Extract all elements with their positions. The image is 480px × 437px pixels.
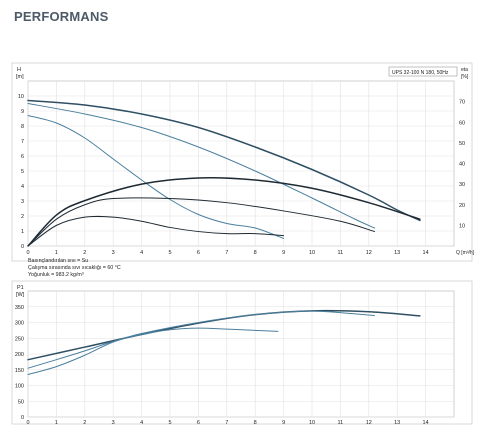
head-curve-1 — [27, 99, 421, 222]
y-tick-label: 4 — [21, 184, 24, 190]
x-tick-label: 3 — [112, 250, 115, 256]
y-tick-label: 350 — [15, 305, 24, 311]
y-tick-label: 100 — [15, 384, 24, 390]
y2-tick-label: 70 — [459, 100, 465, 106]
x-tick-label: 7 — [225, 420, 228, 426]
head-curve-2 — [27, 103, 375, 229]
x-tick-label: 1 — [55, 250, 58, 256]
x-tick-label: 4 — [140, 420, 143, 426]
y-tick-label: 3 — [21, 199, 24, 205]
x-tick-label: 13 — [394, 250, 400, 256]
x-tick-label: 14 — [423, 420, 429, 426]
y-axis-label: H — [17, 67, 21, 73]
power-axis-unit: [W] — [16, 292, 25, 298]
note-line-3: Yoğunluk = 983.2 kg/m³ — [28, 272, 84, 278]
x-tick-label: 3 — [112, 420, 115, 426]
x-tick-label: 0 — [26, 420, 29, 426]
x-tick-label: 12 — [366, 250, 372, 256]
x-tick-label: 7 — [225, 250, 228, 256]
y-tick-label: 250 — [15, 336, 24, 342]
x-tick-label: 9 — [282, 250, 285, 256]
x-tick-label: 6 — [197, 250, 200, 256]
y2-tick-label: 50 — [459, 141, 465, 147]
lower-chart-frame — [11, 280, 473, 425]
y2-axis-label: eta — [461, 67, 468, 73]
y-axis-unit: [m] — [16, 74, 24, 80]
page-title: PERFORMANS — [14, 9, 109, 24]
y2-tick-label: 30 — [459, 182, 465, 188]
x-tick-label: 0 — [26, 250, 29, 256]
y-tick-label: 2 — [21, 214, 24, 220]
y-tick-label: 9 — [21, 109, 24, 115]
model-label-box: UPS 32-100 N 180, 50Hz — [388, 66, 458, 77]
x-tick-label: 2 — [83, 250, 86, 256]
x-tick-label: 8 — [254, 250, 257, 256]
y-tick-label: 7 — [21, 139, 24, 145]
y2-tick-label: 60 — [459, 120, 465, 126]
y-tick-label: 8 — [21, 124, 24, 130]
y-tick-label: 0 — [21, 415, 24, 421]
x-tick-label: 4 — [140, 250, 143, 256]
note-line-1: Basınçlandırılan sıvı = Su — [28, 258, 88, 264]
power-curve-2 — [27, 310, 375, 369]
y-tick-label: 6 — [21, 154, 24, 160]
y-tick-label: 10 — [18, 94, 24, 100]
note-line-2: Çalışma sırasında sıvı sıcaklığı = 60 °C — [28, 265, 121, 271]
x-tick-label: 8 — [254, 420, 257, 426]
x-tick-label: 2 — [83, 420, 86, 426]
efficiency-curve-4 — [27, 176, 421, 247]
x-tick-label: 10 — [309, 420, 315, 426]
y-tick-label: 200 — [15, 352, 24, 358]
y-tick-label: 5 — [21, 169, 24, 175]
model-label: UPS 32-100 N 180, 50Hz — [392, 70, 449, 76]
y2-axis-unit: [%] — [461, 74, 469, 80]
y-tick-label: 300 — [15, 321, 24, 327]
y2-tick-label: 20 — [459, 203, 465, 209]
x-tick-label: 6 — [197, 420, 200, 426]
x-tick-label: 14 — [423, 250, 429, 256]
y-tick-label: 150 — [15, 368, 24, 374]
x-tick-label: 5 — [168, 420, 171, 426]
power-curve-3 — [27, 327, 279, 375]
x-tick-label: 13 — [394, 420, 400, 426]
head-curve-3 — [27, 115, 285, 239]
efficiency-curve-6 — [27, 215, 285, 247]
y-tick-label: 0 — [21, 244, 24, 250]
efficiency-curve-5 — [27, 197, 375, 247]
power-axis-label: P1 — [17, 285, 24, 291]
x-tick-label: 11 — [338, 420, 344, 426]
x-tick-label: 9 — [282, 420, 285, 426]
x-tick-label: 1 — [55, 420, 58, 426]
y-tick-label: 50 — [18, 399, 24, 405]
x-tick-label: 12 — [366, 420, 372, 426]
x-axis-label: Q [m³/h] — [456, 250, 475, 256]
y-tick-label: 1 — [21, 229, 24, 235]
upper-chart-frame — [11, 62, 473, 262]
x-tick-label: 11 — [338, 250, 344, 256]
x-tick-label: 10 — [309, 250, 315, 256]
y2-tick-label: 40 — [459, 162, 465, 168]
y2-tick-label: 10 — [459, 223, 465, 229]
x-tick-label: 5 — [168, 250, 171, 256]
